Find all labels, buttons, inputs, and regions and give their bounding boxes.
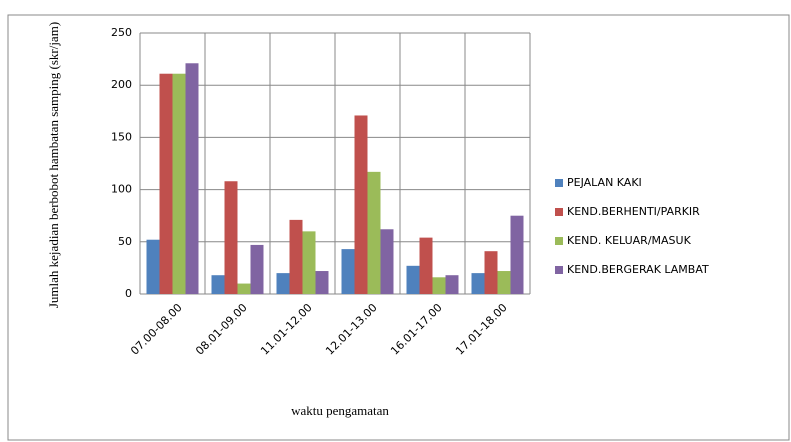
bar [159,73,173,294]
bar [406,265,420,294]
bar [211,275,225,294]
bar [484,251,498,294]
legend-swatch [555,237,563,245]
bar [289,219,303,294]
bar [471,273,485,294]
bar [354,115,368,294]
x-axis-label: waktu pengamatan [291,403,389,418]
legend-label: PEJALAN KAKI [567,176,642,189]
legend-label: KEND. KELUAR/MASUK [567,234,692,247]
bar [172,73,186,294]
bar [185,63,199,294]
x-tick-label: 16.01-17.00 [388,301,445,358]
bar [302,231,316,294]
bar [445,275,459,294]
x-tick-label: 11.01-12.00 [258,301,315,358]
y-axis-label: Jumlah kejadian berbobot hambatan sampin… [46,22,61,308]
y-tick-label: 200 [111,78,132,91]
y-tick-label: 150 [111,130,132,143]
bar [146,239,160,294]
bar [380,229,394,294]
chart-border [7,14,790,441]
legend-label: KEND.BERHENTI/PARKIR [567,205,700,218]
bar [419,237,433,294]
y-tick-label: 50 [118,235,132,248]
bar [315,271,329,294]
bar [224,181,238,294]
legend-swatch [555,179,563,187]
bar [432,277,446,294]
bar [510,215,524,294]
y-tick-label: 100 [111,183,132,196]
bar [276,273,290,294]
x-tick-label: 07.00-08.00 [128,301,185,358]
legend-swatch [555,208,563,216]
bar [497,271,511,294]
bar [237,283,251,294]
y-tick-label: 0 [125,287,132,300]
bar [341,249,355,294]
bar [250,244,264,294]
x-tick-label: 08.01-09.00 [193,301,250,358]
bar [367,171,381,294]
legend-label: KEND.BERGERAK LAMBAT [567,263,709,276]
x-tick-label: 12.01-13.00 [323,301,380,358]
y-tick-label: 250 [111,26,132,39]
x-tick-label: 17.01-18.00 [453,301,510,358]
legend-swatch [555,266,563,274]
